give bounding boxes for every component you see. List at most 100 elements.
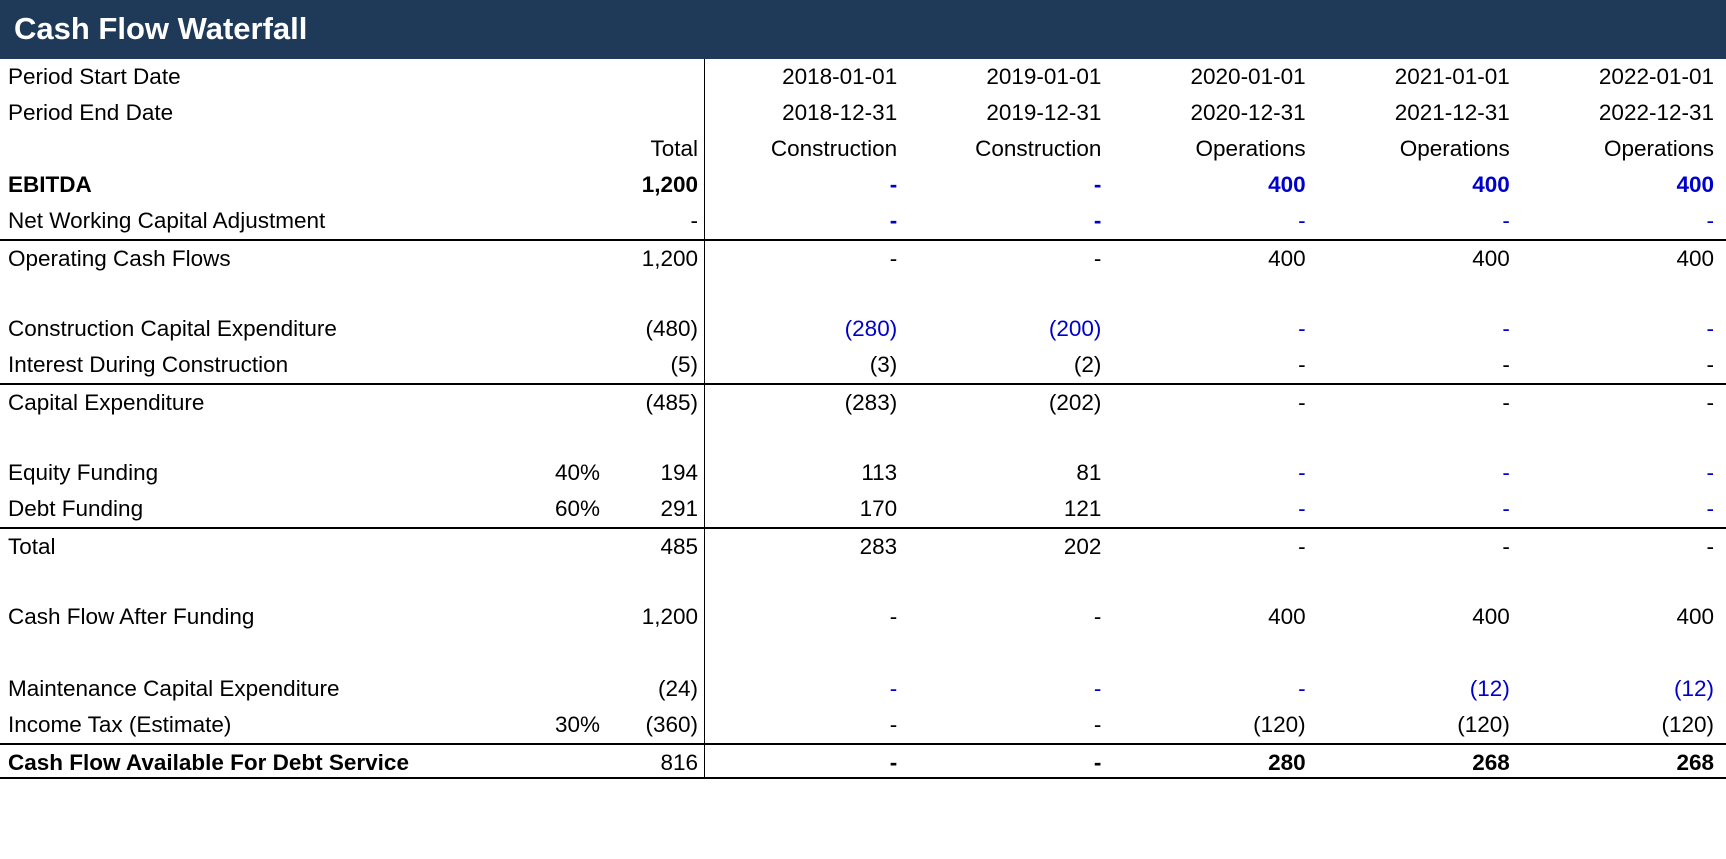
period-cell (705, 275, 909, 311)
row-label (0, 131, 460, 167)
row-percent (460, 311, 608, 347)
row-total: 1,200 (641, 604, 698, 629)
period-cell: - (1298, 352, 1306, 377)
period-cell (1113, 635, 1317, 671)
row-percent (460, 241, 608, 275)
row-label: Total (8, 534, 56, 559)
period-cell: - (1706, 208, 1715, 233)
row-total: (24) (657, 676, 698, 701)
period-cell: 2022-12-31 (1598, 100, 1715, 125)
period-cell (1113, 419, 1317, 455)
row-percent (460, 385, 608, 419)
period-cell: 202 (1063, 534, 1102, 559)
row-label (0, 419, 460, 455)
period-cell: - (1706, 390, 1715, 415)
period-cell (705, 635, 909, 671)
table-row-period-end-date: Period End Date 2018-12-31 2019-12-31 2020-… (0, 95, 1726, 131)
row-total: 194 (660, 460, 698, 485)
row-label: Capital Expenditure (8, 390, 205, 415)
period-cell: 400 (1268, 172, 1306, 197)
row-label: Debt Funding (8, 496, 144, 521)
row-percent (460, 203, 608, 239)
table-row-period-start-date: Period Start Date 2018-01-01 2019-01-01 202… (0, 59, 1726, 95)
period-cell: Construction (770, 136, 898, 161)
period-cell: - (1298, 208, 1306, 233)
table-row-capital-expenditure: Capital Expenditure (485) (283) (202) - - - (0, 383, 1726, 419)
page-title: Cash Flow Waterfall (0, 0, 1726, 59)
period-cell (909, 275, 1113, 311)
period-cell: 2018-12-31 (782, 100, 898, 125)
row-label: EBITDA (8, 172, 92, 197)
period-cell (1522, 419, 1726, 455)
period-cell: - (889, 246, 898, 271)
period-cell: 2019-01-01 (986, 64, 1102, 89)
row-percent (460, 745, 608, 777)
period-cell: Operations (1195, 136, 1306, 161)
period-cell (1522, 563, 1726, 599)
period-cell: 268 (1676, 750, 1715, 775)
period-cell: Operations (1603, 136, 1715, 161)
period-cell: - (1502, 496, 1510, 521)
period-cell (909, 563, 1113, 599)
period-cell: 400 (1268, 246, 1306, 271)
period-cell (1318, 635, 1522, 671)
period-cell: Operations (1399, 136, 1510, 161)
row-total (608, 563, 704, 599)
period-cell: 2022-01-01 (1598, 64, 1715, 89)
period-cell (705, 563, 909, 599)
row-percent (460, 59, 608, 95)
table-row-operating-cash-flows: Operating Cash Flows 1,200 - - 400 400 400 (0, 239, 1726, 275)
row-total (608, 419, 704, 455)
row-period-values: - - (120) (120) (120) (704, 707, 1726, 743)
period-cell: - (889, 208, 898, 233)
row-label: Construction Capital Expenditure (8, 316, 337, 341)
table-row-construction-capital-expenditure: Construction Capital Expenditure (480) (28… (0, 311, 1726, 347)
row-total: 485 (660, 534, 698, 559)
period-cell: 400 (1676, 246, 1715, 271)
row-percent (460, 275, 608, 311)
period-cell: - (1298, 676, 1306, 701)
row-label: Maintenance Capital Expenditure (8, 676, 340, 701)
period-cell: (12) (1469, 676, 1510, 701)
row-percent (460, 635, 608, 671)
period-cell: - (1706, 534, 1715, 559)
period-cell: (3) (869, 352, 898, 377)
table-row-interest-during-construction: Interest During Construction (5) (3) (2) - - - (0, 347, 1726, 383)
period-cell: - (889, 172, 898, 197)
row-total (608, 95, 704, 131)
row-percent (460, 95, 608, 131)
period-cell: - (1706, 316, 1715, 341)
period-cell (1113, 563, 1317, 599)
period-cell: 2021-01-01 (1394, 64, 1510, 89)
table-row-cash-flow-available-for-debt-service: Cash Flow Available For Debt Service 816-… (0, 743, 1726, 779)
period-cell: (283) (844, 390, 898, 415)
row-total: (485) (645, 390, 698, 415)
period-cell: - (1298, 390, 1306, 415)
row-label (0, 563, 460, 599)
table-row-net-working-capital-adjustment: Net Working Capital Adjustment - - - - - - (0, 203, 1726, 239)
table-row-maintenance-capital-expenditure: Maintenance Capital Expenditure (24) - - - (1… (0, 671, 1726, 707)
period-cell: (280) (844, 316, 898, 341)
period-cell: 2020-12-31 (1190, 100, 1306, 125)
period-cell: - (1298, 496, 1306, 521)
row-percent (460, 671, 608, 707)
row-total: - (690, 208, 699, 233)
period-cell (909, 635, 1113, 671)
period-cell: - (1502, 460, 1510, 485)
row-percent: 30% (554, 712, 600, 737)
period-cell: 400 (1472, 172, 1510, 197)
period-cell: Construction (975, 136, 1102, 161)
period-cell: - (1093, 750, 1102, 775)
period-cell: (200) (1048, 316, 1102, 341)
row-label (0, 635, 460, 671)
period-cell: - (1298, 534, 1306, 559)
period-cell: 280 (1268, 750, 1306, 775)
table-row-cash-flow-after-funding: Cash Flow After Funding 1,200 - - 400 400 400 (0, 599, 1726, 635)
period-cell: 268 (1472, 750, 1510, 775)
table-row-blank (0, 419, 1726, 455)
row-percent (460, 563, 608, 599)
period-cell: 400 (1472, 604, 1510, 629)
row-total: Total (650, 136, 698, 161)
row-percent: 60% (554, 496, 600, 521)
period-cell: - (1298, 316, 1306, 341)
